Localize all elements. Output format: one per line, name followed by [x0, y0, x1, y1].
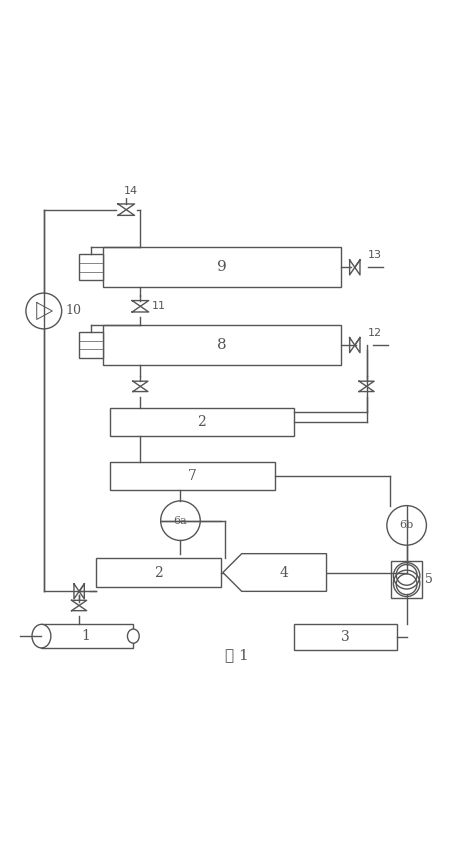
- Text: 图 1: 图 1: [225, 648, 249, 662]
- Text: 11: 11: [152, 301, 166, 311]
- Text: 6b: 6b: [400, 520, 414, 531]
- FancyBboxPatch shape: [79, 332, 103, 358]
- Text: 12: 12: [368, 328, 382, 338]
- Text: 7: 7: [188, 469, 197, 483]
- FancyBboxPatch shape: [96, 558, 220, 587]
- Text: 13: 13: [368, 251, 382, 260]
- FancyBboxPatch shape: [110, 407, 293, 436]
- Text: 4: 4: [280, 565, 289, 579]
- FancyBboxPatch shape: [103, 325, 341, 365]
- Text: 9: 9: [217, 260, 227, 274]
- FancyBboxPatch shape: [391, 561, 422, 598]
- Ellipse shape: [128, 629, 139, 643]
- Text: 10: 10: [65, 304, 81, 317]
- Text: 2: 2: [197, 414, 206, 428]
- Text: 2: 2: [154, 565, 163, 579]
- Text: 3: 3: [341, 630, 350, 644]
- Ellipse shape: [32, 624, 51, 648]
- Text: 1: 1: [82, 629, 91, 643]
- Text: 5: 5: [426, 573, 433, 586]
- Text: 14: 14: [124, 186, 138, 197]
- FancyBboxPatch shape: [293, 624, 397, 650]
- FancyBboxPatch shape: [110, 462, 275, 490]
- FancyBboxPatch shape: [79, 254, 103, 280]
- Polygon shape: [223, 554, 327, 591]
- FancyBboxPatch shape: [41, 624, 133, 648]
- Text: 8: 8: [217, 338, 227, 352]
- FancyBboxPatch shape: [103, 247, 341, 288]
- Text: 6a: 6a: [173, 516, 187, 525]
